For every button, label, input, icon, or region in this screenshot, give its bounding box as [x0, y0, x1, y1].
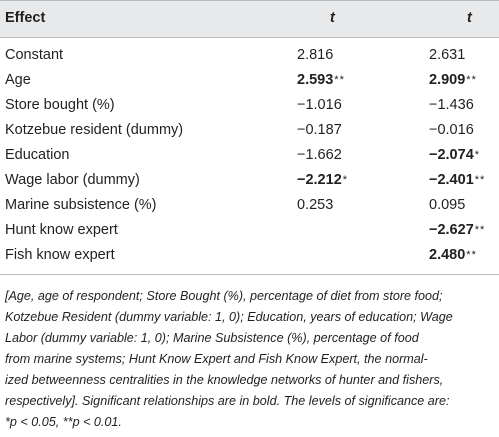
row-label: Hunt know expert	[5, 222, 118, 238]
cell-t-model-2: −0.016	[429, 122, 475, 138]
cell-value: −2.627	[429, 222, 474, 238]
cell-t-model-1: −0.187	[297, 122, 343, 138]
footnote-line: respectively]. Significant relationships…	[5, 394, 450, 408]
cell-t-model-1: 2.816	[297, 47, 334, 63]
cell-t-model-2: −2.401**	[429, 172, 485, 188]
row-label: Fish know expert	[5, 247, 115, 263]
table-row: Store bought (%) −1.016 −1.436	[0, 93, 499, 118]
table-row: Kotzebue resident (dummy) −0.187 −0.016	[0, 118, 499, 143]
footnote-line: from marine systems; Hunt Know Expert an…	[5, 352, 428, 366]
cell-t-model-1: 2.593**	[297, 72, 345, 88]
cell-value: −2.212	[297, 172, 342, 188]
cell-value: 0.095	[429, 197, 466, 213]
cell-value: 2.480	[429, 247, 466, 263]
significance-marker: **	[474, 224, 486, 236]
significance-marker: *	[342, 174, 349, 186]
cell-t-model-1: −1.016	[297, 97, 343, 113]
table-row: Education −1.662 −2.074*	[0, 143, 499, 168]
cell-t-model-1: 0.253	[297, 197, 334, 213]
cell-value: 2.909	[429, 72, 466, 88]
row-label: Kotzebue resident (dummy)	[5, 122, 184, 138]
header-t-model-2: t	[467, 10, 472, 26]
table-row: Constant 2.816 2.631	[0, 43, 499, 68]
cell-value: −2.401	[429, 172, 474, 188]
cell-t-model-1: −2.212*	[297, 172, 348, 188]
cell-t-model-2: 2.480**	[429, 247, 477, 263]
table-header: Effect t t	[0, 0, 499, 38]
table-row: Fish know expert 2.480**	[0, 243, 499, 268]
regression-table: Effect t t Constant 2.816 2.631 Age 2.593** 2…	[0, 0, 499, 268]
table-row: Age 2.593** 2.909**	[0, 68, 499, 93]
row-label: Education	[5, 147, 70, 163]
row-label: Marine subsistence (%)	[5, 197, 157, 213]
table-row: Hunt know expert −2.627**	[0, 218, 499, 243]
footnote-line: *p < 0.05, **p < 0.01.	[5, 415, 122, 429]
cell-value: 0.253	[297, 197, 334, 213]
row-label: Constant	[5, 47, 64, 63]
table-row: Marine subsistence (%) 0.253 0.095	[0, 193, 499, 218]
cell-value: 2.816	[297, 47, 334, 63]
cell-value: 2.631	[429, 47, 466, 63]
cell-value: −0.016	[429, 122, 474, 138]
footnote-line: Kotzebue Resident (dummy variable: 1, 0)…	[5, 310, 453, 324]
footnote-line: ized betweenness centralities in the kno…	[5, 373, 444, 387]
cell-t-model-2: −2.074*	[429, 147, 480, 163]
cell-value: −1.016	[297, 97, 342, 113]
table-row: Wage labor (dummy) −2.212* −2.401**	[0, 168, 499, 193]
table-bottom-rule	[0, 274, 499, 275]
cell-t-model-2: −2.627**	[429, 222, 485, 238]
cell-t-model-1	[297, 222, 298, 238]
header-t-model-1: t	[330, 10, 335, 26]
cell-t-model-2: 2.909**	[429, 72, 477, 88]
significance-marker: **	[466, 74, 477, 86]
cell-value: −0.187	[297, 122, 342, 138]
cell-t-model-2: 2.631	[429, 47, 466, 63]
cell-t-model-1: −1.662	[297, 147, 343, 163]
cell-value: −1.436	[429, 97, 474, 113]
row-label: Store bought (%)	[5, 97, 115, 113]
table-body: Constant 2.816 2.631 Age 2.593** 2.909** Store…	[0, 43, 499, 268]
cell-value: −1.662	[297, 147, 342, 163]
cell-value: −2.074	[429, 147, 474, 163]
significance-marker: **	[334, 74, 345, 86]
significance-marker: **	[474, 174, 486, 186]
significance-marker: **	[466, 249, 477, 261]
header-effect: Effect	[5, 10, 46, 26]
footnote-line: [Age, age of respondent; Store Bought (%…	[5, 289, 443, 303]
cell-value: 2.593	[297, 72, 334, 88]
row-label: Wage labor (dummy)	[5, 172, 140, 188]
cell-t-model-2: 0.095	[429, 197, 466, 213]
table-footnote: [Age, age of respondent; Store Bought (%…	[5, 286, 499, 433]
significance-marker: *	[474, 149, 481, 161]
footnote-line: Labor (dummy variable: 1, 0); Marine Sub…	[5, 331, 419, 345]
cell-t-model-1	[297, 247, 298, 263]
row-label: Age	[5, 72, 31, 88]
cell-t-model-2: −1.436	[429, 97, 475, 113]
